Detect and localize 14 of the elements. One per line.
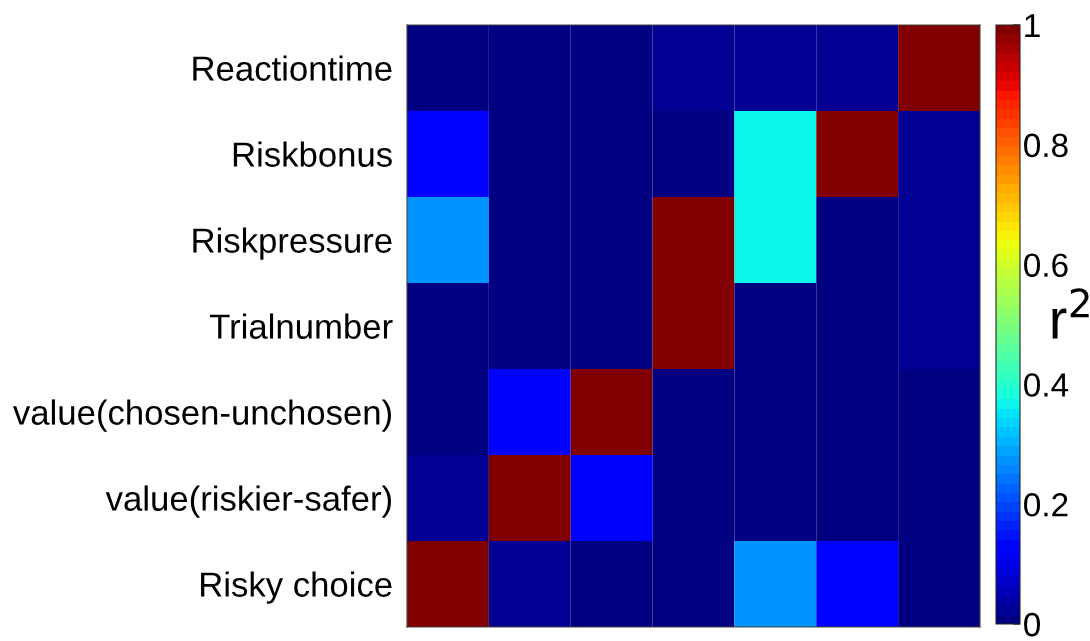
y-tick-label: value(chosen-unchosen): [13, 399, 391, 432]
color-bar-label: 1: [1025, 14, 1040, 38]
color-bar-title: r$^{2}$: [1052, 288, 1089, 339]
y-tick-label: Trialnumber: [209, 313, 393, 339]
y-tick-label: Risky choice: [201, 571, 392, 604]
color-bar-label: 0.4: [1024, 373, 1069, 397]
y-tick-label: Riskbonus: [233, 141, 392, 167]
y-tick-label: Riskpressure: [193, 227, 392, 260]
color-bar-label: 0.8: [1024, 133, 1068, 158]
color-bar-label: 0: [1024, 612, 1041, 637]
color-bar-label: 0.6: [1024, 253, 1068, 278]
y-tick-label: Reactiontime: [193, 55, 392, 81]
y-tick-label: value(riskier-safer): [105, 485, 391, 518]
color-bar-label: 0.2: [1024, 493, 1068, 517]
